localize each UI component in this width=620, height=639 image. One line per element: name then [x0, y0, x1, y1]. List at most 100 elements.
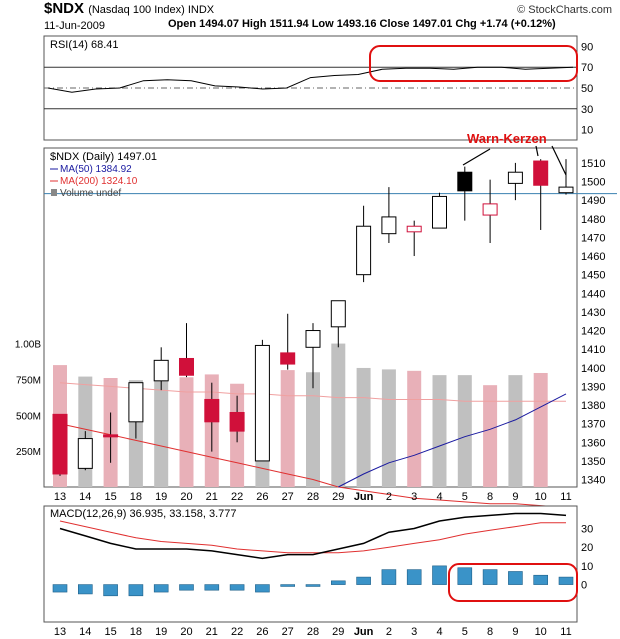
x-axis-label: 22	[231, 491, 243, 503]
legend-ma200: MA(200) 1324.10	[60, 176, 138, 187]
rsi-tick-label: 70	[581, 62, 593, 74]
x-axis-label: 11	[560, 491, 571, 503]
candle-body	[254, 344, 270, 462]
macd-histogram-bar	[153, 584, 169, 593]
x-axis-label: 20	[180, 491, 192, 503]
x-axis-label-bottom: 3	[411, 626, 417, 638]
volume-tick-label: 500M	[16, 411, 41, 422]
volume-bar	[457, 375, 472, 487]
volume-bar	[483, 385, 498, 487]
ma50-line	[338, 393, 567, 488]
volume-bar	[331, 343, 346, 487]
candle-body	[179, 357, 194, 376]
price-tick-label: 1490	[581, 195, 605, 207]
x-axis-label-bottom: 22	[231, 626, 243, 638]
candle-body	[507, 171, 523, 184]
macd-histogram-bar	[204, 584, 220, 591]
macd-signal-line	[59, 520, 566, 554]
x-axis-label: 3	[411, 491, 417, 503]
x-axis-label: 27	[282, 491, 294, 503]
index-name: (Nasdaq 100 Index) INDX	[88, 4, 215, 16]
x-axis-label-bottom: 9	[512, 626, 518, 638]
price-tick-label: 1430	[581, 307, 605, 319]
x-axis-label-bottom: 8	[487, 626, 493, 638]
macd-histogram-bar	[482, 569, 498, 585]
x-axis-label: 29	[332, 491, 344, 503]
macd-histogram-bar	[179, 584, 194, 591]
x-axis-label: 2	[386, 491, 392, 503]
macd-histogram-bar	[406, 569, 422, 585]
x-axis-label-bottom: 18	[130, 626, 142, 638]
volume-bar	[533, 372, 548, 487]
x-axis-label-bottom: Jun	[354, 626, 374, 638]
x-axis-label: 9	[512, 491, 518, 503]
price-tick-label: 1340	[581, 475, 605, 487]
warn-kerzen-annotation: Warn-Kerzen	[467, 131, 547, 146]
candle-body	[457, 171, 473, 192]
price-tick-label: 1460	[581, 251, 605, 263]
macd-histogram-bar	[255, 584, 270, 593]
ohlc-readout: Open 1494.07 High 1511.94 Low 1493.16 Cl…	[168, 18, 556, 30]
x-axis-label: 18	[130, 491, 142, 503]
volume-bar	[508, 375, 523, 487]
volume-bar	[432, 375, 447, 487]
volume-tick-label: 250M	[16, 447, 41, 458]
price-tick-label: 1450	[581, 270, 605, 282]
x-axis-label-bottom: 11	[560, 626, 571, 638]
candle-body	[381, 216, 397, 235]
candle-body	[52, 413, 68, 475]
annotation-arrow	[535, 145, 539, 157]
macd-histogram-bar	[432, 565, 447, 585]
price-tick-label: 1370	[581, 419, 605, 431]
price-tick-label: 1500	[581, 177, 605, 189]
legend-volume: Volume undef	[60, 188, 121, 199]
x-axis-label: 15	[104, 491, 116, 503]
x-axis-label: 8	[487, 491, 493, 503]
macd-histogram-bar	[305, 584, 321, 587]
macd-tick-label: 10	[581, 561, 593, 573]
macd-histogram-bar	[330, 580, 346, 585]
candle-body	[406, 225, 422, 233]
annotation-arrow	[551, 145, 567, 176]
macd-line	[59, 512, 567, 560]
macd-tick-label: 30	[581, 523, 593, 535]
candle-body	[128, 382, 144, 423]
price-tick-label: 1480	[581, 214, 605, 226]
x-axis-label-bottom: 15	[104, 626, 116, 638]
macd-histogram-bar	[508, 571, 523, 585]
macd-tick-label: 20	[581, 542, 593, 554]
x-axis-label: 10	[535, 491, 547, 503]
candle-body	[103, 434, 119, 438]
candle-body	[356, 225, 372, 276]
macd-histogram-bar	[52, 584, 68, 593]
price-tick-label: 1390	[581, 381, 605, 393]
x-axis-label: 13	[54, 491, 66, 503]
ma200-line	[59, 423, 567, 508]
candle-body	[558, 186, 574, 194]
rsi-tick-label: 30	[581, 104, 593, 116]
macd-tick-label: 0	[581, 580, 587, 592]
price-tick-label: 1380	[581, 400, 605, 412]
macd-title: MACD(12,26,9) 36.935, 33.158, 3.777	[50, 508, 237, 520]
symbol: $NDX	[44, 0, 85, 17]
x-axis-label: 4	[436, 491, 442, 503]
price-tick-label: 1470	[581, 232, 605, 244]
rsi-highlight-box	[369, 45, 578, 82]
rsi-tick-label: 10	[581, 125, 593, 137]
macd-histogram-bar	[103, 584, 118, 597]
brand-label: © StockCharts.com	[517, 4, 612, 16]
annotation-arrow	[462, 148, 491, 166]
macd-histogram-bar	[558, 576, 574, 585]
price-tick-label: 1400	[581, 363, 605, 375]
x-axis-label-bottom: 29	[332, 626, 344, 638]
macd-histogram-bar	[78, 584, 93, 595]
x-axis-label: 5	[462, 491, 468, 503]
x-axis-label-bottom: 28	[307, 626, 319, 638]
ohlc-text: Open 1494.07 High 1511.94 Low 1493.16 Cl…	[168, 18, 556, 30]
candle-body	[280, 352, 296, 365]
x-axis-label: 19	[155, 491, 167, 503]
chart-date: 11-Jun-2009	[44, 20, 105, 32]
volume-bar	[356, 367, 371, 487]
rsi-line	[47, 66, 574, 93]
